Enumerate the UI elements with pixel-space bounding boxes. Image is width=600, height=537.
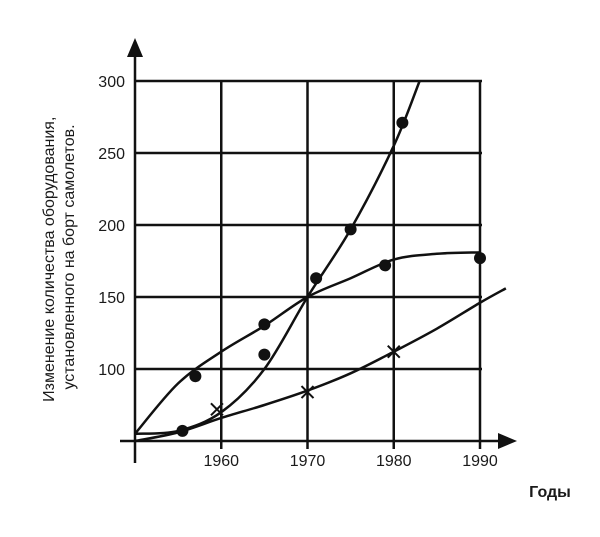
series-3-point-1 <box>210 402 224 417</box>
cross-stroke <box>300 385 315 399</box>
y-axis-arrow <box>127 38 143 57</box>
series-2-line <box>134 251 481 435</box>
series-2 <box>134 251 486 435</box>
tick-labels: 100 150 200 250 300 1960 1970 1980 1990 <box>98 74 498 470</box>
y-tick-label-300: 300 <box>98 74 125 91</box>
y-tick-label-200: 200 <box>98 218 125 235</box>
x-tick-label-1980: 1980 <box>376 453 412 470</box>
cross-stroke <box>387 345 401 359</box>
y-axis-label-line-2: установленного на борт самолетов. <box>61 124 78 389</box>
y-tick-label-100: 100 <box>98 362 125 379</box>
series-3-point-2 <box>300 385 315 399</box>
y-axis-label: Изменение количества оборудования, устан… <box>41 112 78 402</box>
y-tick-label-150: 150 <box>98 290 125 307</box>
series-2-point-1 <box>189 370 202 383</box>
series-2-point-2 <box>258 318 271 331</box>
series-1-point-2 <box>258 348 271 361</box>
x-axis-arrow <box>498 433 517 449</box>
cross-stroke <box>210 402 224 417</box>
series-2-point-4 <box>474 252 486 265</box>
x-tick-label-1970: 1970 <box>290 453 326 470</box>
y-axis-label-line-1: Изменение количества оборудования, <box>41 117 58 402</box>
series-2-point-3 <box>379 259 392 272</box>
grid <box>135 79 482 449</box>
series-group <box>134 80 507 443</box>
series-1-point-5 <box>396 116 409 129</box>
axes <box>120 38 517 463</box>
series-1-point-3 <box>310 272 323 285</box>
y-tick-label-250: 250 <box>98 146 125 163</box>
series-3-line <box>134 287 507 443</box>
series-1-line <box>134 80 421 436</box>
x-tick-label-1990: 1990 <box>462 453 498 470</box>
series-3 <box>134 287 507 443</box>
x-tick-label-1960: 1960 <box>203 453 239 470</box>
x-axis-label: Годы <box>529 484 571 501</box>
series-3-point-3 <box>387 345 401 359</box>
series-1-point-4 <box>344 223 357 236</box>
